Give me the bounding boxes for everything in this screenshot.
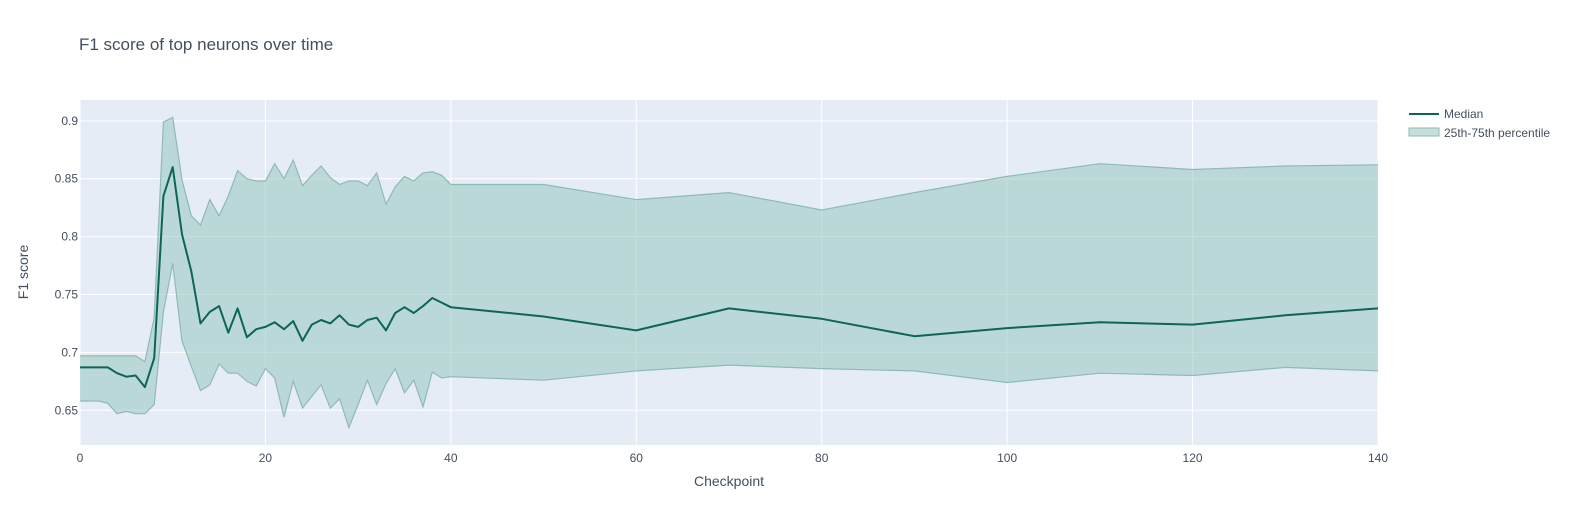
y-axis-ticks: 0.65 0.7 0.75 0.8 0.85 0.9 — [55, 114, 79, 417]
x-tick-label: 80 — [815, 451, 829, 465]
x-tick-label: 40 — [444, 451, 458, 465]
y-tick-label: 0.65 — [55, 403, 79, 417]
y-tick-label: 0.9 — [61, 114, 78, 128]
x-tick-label: 20 — [259, 451, 273, 465]
x-tick-label: 0 — [77, 451, 84, 465]
x-tick-label: 60 — [630, 451, 644, 465]
legend: Median 25th-75th percentile — [1408, 107, 1550, 140]
percentile-band-area — [80, 117, 1378, 428]
x-axis-title: Checkpoint — [694, 473, 764, 489]
x-axis-ticks: 0 20 40 60 80 100 120 140 — [77, 451, 1389, 465]
median-line-layer — [80, 166, 1379, 389]
y-tick-label: 0.8 — [61, 230, 78, 244]
percentile-75-line — [80, 116, 1379, 363]
legend-median-label: Median — [1444, 107, 1483, 121]
y-tick-label: 0.75 — [55, 287, 79, 301]
percentile-band-layer — [80, 116, 1379, 430]
legend-band-label: 25th-75th percentile — [1444, 126, 1550, 140]
percentile-25-line — [80, 263, 1379, 430]
y-tick-label: 0.7 — [61, 345, 78, 359]
x-tick-label: 100 — [997, 451, 1017, 465]
x-tick-label: 120 — [1183, 451, 1203, 465]
median-line — [80, 166, 1379, 389]
x-tick-label: 140 — [1368, 451, 1388, 465]
y-axis-title: F1 score — [15, 245, 31, 300]
legend-band-swatch — [1408, 127, 1440, 137]
chart-title: F1 score of top neurons over time — [79, 35, 333, 54]
y-tick-label: 0.85 — [55, 172, 79, 186]
